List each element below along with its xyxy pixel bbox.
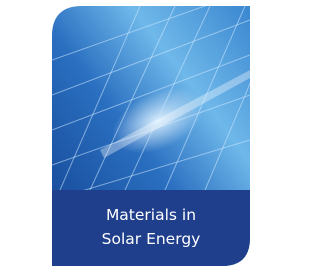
title-band <box>52 190 250 266</box>
title-line: Solar Energy <box>102 230 201 248</box>
card: Materials in Solar Energy <box>52 0 260 266</box>
title-line: Materials in <box>106 206 196 224</box>
card-graphic[interactable]: Materials in Solar Energy <box>0 0 302 273</box>
page: Materials in Solar Energy (() => { const… <box>0 0 302 273</box>
